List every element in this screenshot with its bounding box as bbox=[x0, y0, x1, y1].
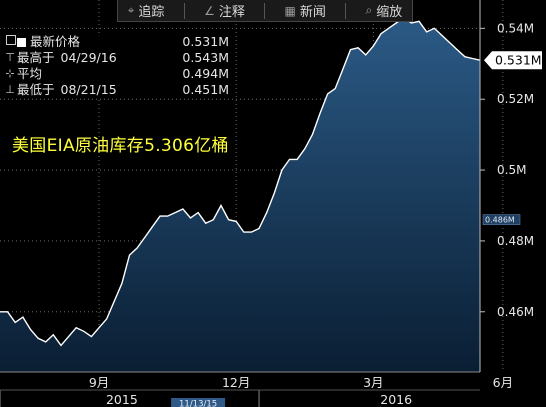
x-tick-label: 12月 bbox=[222, 375, 250, 390]
last-value-badge bbox=[484, 51, 542, 70]
toolbar-divider bbox=[264, 2, 266, 19]
y-tick-label: 0.5M bbox=[497, 163, 526, 177]
collapse-checkbox-icon[interactable] bbox=[3, 34, 17, 50]
legend-last-value: 0.531M bbox=[182, 34, 229, 49]
chart-annotation: 美国EIA原油库存5.306亿桶 bbox=[12, 136, 229, 156]
chart-legend: 最新价格 0.531M ⊤ 最高于 04/29/16 0.543M ⊹ 平均 0… bbox=[3, 34, 235, 98]
legend-last-label: 最新价格 bbox=[30, 34, 81, 49]
low-marker-icon: ⊥ bbox=[5, 83, 15, 96]
avg-value-label: 0.486M bbox=[485, 216, 515, 225]
annotate-label: 注释 bbox=[218, 5, 245, 20]
zoom-button[interactable]: ⌕ 缩放 bbox=[366, 1, 403, 20]
news-label: 新闻 bbox=[299, 5, 326, 20]
legend-low-label: 最低于 bbox=[17, 82, 55, 97]
year-label: 2015 bbox=[106, 392, 138, 407]
y-tick-label: 0.54M bbox=[497, 21, 534, 35]
y-tick-label: 0.46M bbox=[497, 305, 534, 319]
last-value-label: 0.531M bbox=[495, 53, 542, 68]
y-tick-label: 0.48M bbox=[497, 234, 534, 248]
series-swatch-icon bbox=[17, 37, 26, 47]
news-icon: ▦ bbox=[284, 3, 296, 18]
toolbar-divider bbox=[345, 2, 347, 19]
cursor-date-badge bbox=[171, 398, 226, 407]
legend-high-date: 04/29/16 bbox=[60, 50, 117, 65]
legend-row-high: ⊤ 最高于 04/29/16 0.543M bbox=[3, 50, 235, 66]
zoom-label: 缩放 bbox=[376, 5, 403, 20]
legend-row-last[interactable]: 最新价格 0.531M bbox=[3, 34, 235, 50]
crosshair-icon: ⌖ bbox=[127, 3, 135, 17]
legend-row-low: ⊥ 最低于 08/21/15 0.451M bbox=[3, 82, 235, 98]
average-marker-icon: ⊹ bbox=[5, 67, 15, 80]
legend-low-value: 0.451M bbox=[182, 82, 229, 97]
avg-value-badge bbox=[482, 214, 521, 225]
high-marker-icon: ⊤ bbox=[5, 51, 15, 64]
zoom-icon: ⌕ bbox=[365, 3, 373, 17]
legend-high-value: 0.543M bbox=[182, 50, 229, 65]
x-tick-label: 6月 bbox=[493, 375, 513, 390]
toolbar-divider bbox=[183, 2, 185, 19]
annotate-button[interactable]: ∠ 注释 bbox=[204, 1, 245, 21]
legend-row-avg: ⊹ 平均 0.494M bbox=[3, 66, 235, 82]
year-label: 2016 bbox=[380, 392, 412, 407]
legend-high-label: 最高于 bbox=[17, 50, 55, 65]
legend-avg-value: 0.494M bbox=[182, 66, 229, 81]
track-button[interactable]: ⌖ 追踪 bbox=[128, 1, 165, 20]
legend-avg-label: 平均 bbox=[17, 66, 43, 81]
track-label: 追踪 bbox=[138, 5, 165, 20]
y-tick-label: 0.52M bbox=[497, 92, 534, 106]
cursor-date-label: 11/13/15 bbox=[179, 400, 217, 407]
area-fill bbox=[0, 17, 480, 372]
x-tick-label: 3月 bbox=[363, 375, 383, 390]
x-tick-label: 9月 bbox=[89, 375, 109, 390]
news-button[interactable]: ▦ 新闻 bbox=[284, 1, 326, 21]
legend-low-date: 08/21/15 bbox=[60, 82, 117, 97]
pencil-icon: ∠ bbox=[204, 3, 215, 18]
chart-toolbar: ⌖ 追踪 ∠ 注释 ▦ 新闻 ⌕ 缩放 bbox=[117, 0, 413, 22]
